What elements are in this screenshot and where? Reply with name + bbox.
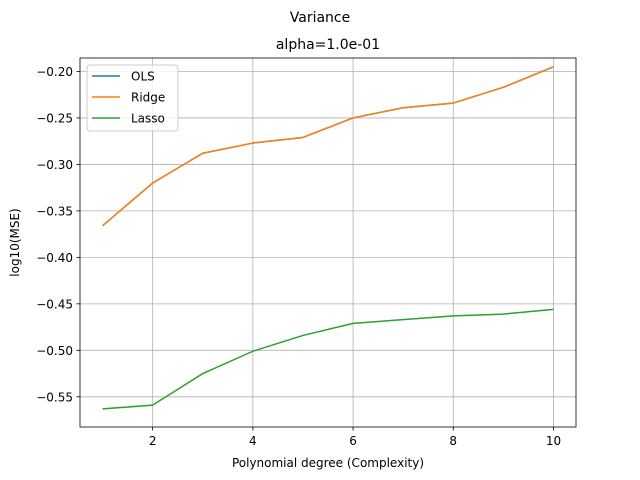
y-tick-label: −0.55 bbox=[36, 390, 73, 404]
y-tick-label: −0.45 bbox=[36, 297, 73, 311]
y-tick-label: −0.25 bbox=[36, 111, 73, 125]
x-axis-label: Polynomial degree (Complexity) bbox=[232, 456, 424, 470]
y-tick-label: −0.20 bbox=[36, 65, 73, 79]
x-tick-label: 4 bbox=[249, 434, 257, 448]
y-tick-label: −0.50 bbox=[36, 344, 73, 358]
series-line-ridge bbox=[102, 66, 554, 227]
x-tick-label: 6 bbox=[349, 434, 357, 448]
x-tick-label: 8 bbox=[449, 434, 457, 448]
y-tick-label: −0.30 bbox=[36, 158, 73, 172]
series-lines bbox=[102, 66, 554, 410]
plot-frame bbox=[79, 57, 577, 428]
y-tick-label: −0.40 bbox=[36, 251, 73, 265]
x-tick-label: 2 bbox=[149, 434, 157, 448]
legend-label-ridge: Ridge bbox=[131, 91, 165, 105]
legend: OLS Ridge Lasso bbox=[86, 64, 179, 132]
legend-entries: OLS Ridge Lasso bbox=[92, 70, 165, 126]
y-tick-label: −0.35 bbox=[36, 204, 73, 218]
chart-title: alpha=1.0e-01 bbox=[276, 37, 380, 53]
series-line-lasso bbox=[102, 308, 554, 410]
y-axis-label: log10(MSE) bbox=[8, 208, 22, 276]
legend-label-ols: OLS bbox=[131, 70, 155, 84]
chart-suptitle: Variance bbox=[290, 10, 350, 26]
x-axis-ticks: 2 4 6 8 10 bbox=[149, 427, 561, 448]
y-axis-ticks: −0.55 −0.50 −0.45 −0.40 −0.35 −0.30 −0.25 −0.20 bbox=[36, 65, 80, 404]
legend-label-lasso: Lasso bbox=[131, 112, 165, 126]
x-tick-label: 10 bbox=[546, 434, 561, 448]
legend-box bbox=[86, 64, 179, 132]
